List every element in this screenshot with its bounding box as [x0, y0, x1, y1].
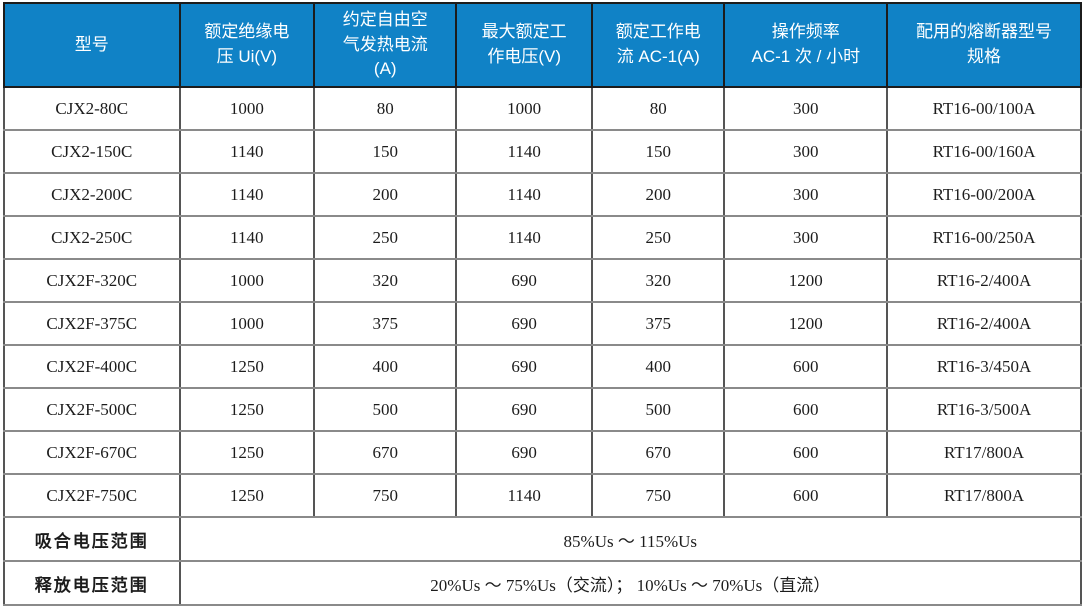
cell-model: CJX2F-375C — [3, 301, 181, 346]
table-cell: 375 — [313, 301, 458, 346]
table-cell: 1200 — [723, 301, 889, 346]
table-cell: 1200 — [723, 258, 889, 303]
cell-model: CJX2-200C — [3, 172, 181, 217]
table-cell: 320 — [313, 258, 458, 303]
table-cell: 80 — [313, 86, 458, 131]
table-cell: RT16-00/200A — [886, 172, 1082, 217]
table-cell: 1000 — [178, 258, 316, 303]
table-cell: 600 — [723, 430, 889, 475]
table-cell: 1000 — [455, 86, 594, 131]
table-cell: 250 — [591, 215, 726, 260]
table-row: CJX2F-750C 1250 750 1140 750 600 RT17/80… — [3, 473, 1082, 518]
table-cell: 690 — [455, 301, 594, 346]
table-cell: 300 — [723, 215, 889, 260]
table-cell: 670 — [591, 430, 726, 475]
table-cell: 1140 — [178, 172, 316, 217]
table-cell: 750 — [313, 473, 458, 518]
table-cell: RT16-3/450A — [886, 344, 1082, 389]
cell-model: CJX2F-750C — [3, 473, 181, 518]
table-cell: 1140 — [455, 473, 594, 518]
cell-model: CJX2-80C — [3, 86, 181, 131]
table-cell: 1140 — [455, 129, 594, 174]
pickup-voltage-range-label: 吸合电压范围 — [3, 516, 181, 562]
table-row: CJX2F-320C 1000 320 690 320 1200 RT16-2/… — [3, 258, 1082, 303]
table-cell: 320 — [591, 258, 726, 303]
table-cell: 600 — [723, 473, 889, 518]
contactor-spec-table: 型号 额定绝缘电 压 Ui(V) 约定自由空 气发热电流 (A) 最大额定工 作… — [3, 2, 1083, 606]
table-row: CJX2-150C 1140 150 1140 150 300 RT16-00/… — [3, 129, 1082, 174]
table-row: CJX2-250C 1140 250 1140 250 300 RT16-00/… — [3, 215, 1082, 260]
table-cell: RT16-2/400A — [886, 301, 1082, 346]
column-header-model: 型号 — [3, 2, 181, 88]
table-cell: 375 — [591, 301, 726, 346]
table-cell: 600 — [723, 344, 889, 389]
table-cell: RT16-00/250A — [886, 215, 1082, 260]
table-cell: 400 — [591, 344, 726, 389]
table-cell: 1000 — [178, 86, 316, 131]
table-cell: 1000 — [178, 301, 316, 346]
table-cell: 500 — [591, 387, 726, 432]
table-row: CJX2F-500C 1250 500 690 500 600 RT16-3/5… — [3, 387, 1082, 432]
cell-model: CJX2F-320C — [3, 258, 181, 303]
table-row: CJX2F-400C 1250 400 690 400 600 RT16-3/4… — [3, 344, 1082, 389]
release-voltage-range-label: 释放电压范围 — [3, 560, 181, 606]
cell-model: CJX2F-400C — [3, 344, 181, 389]
table-cell: 400 — [313, 344, 458, 389]
table-cell: 150 — [591, 129, 726, 174]
table-row-release-voltage-range: 释放电压范围 20%Us ～ 75%Us（交流）； 10%Us ～ 70%Us（… — [3, 560, 1083, 606]
table-cell: 1140 — [455, 172, 594, 217]
table-cell: 750 — [591, 473, 726, 518]
cell-model: CJX2-150C — [3, 129, 181, 174]
table-cell: RT16-00/100A — [886, 86, 1082, 131]
table-cell: 690 — [455, 430, 594, 475]
table-cell: RT16-3/500A — [886, 387, 1082, 432]
column-header-fuse-spec: 配用的熔断器型号 规格 — [886, 2, 1082, 88]
table-cell: 200 — [313, 172, 458, 217]
table-cell: 1140 — [178, 215, 316, 260]
table-row-pickup-voltage-range: 吸合电压范围 85%Us ～ 115%Us — [3, 516, 1083, 562]
table-cell: 200 — [591, 172, 726, 217]
table-row: CJX2F-670C 1250 670 690 670 600 RT17/800… — [3, 430, 1082, 475]
table-cell: 1250 — [178, 387, 316, 432]
table-cell: 1140 — [178, 129, 316, 174]
pickup-voltage-range-value: 85%Us ～ 115%Us — [178, 516, 1083, 562]
table-row: CJX2-200C 1140 200 1140 200 300 RT16-00/… — [3, 172, 1082, 217]
table-cell: 250 — [313, 215, 458, 260]
table-cell: RT17/800A — [886, 430, 1082, 475]
table-cell: RT16-2/400A — [886, 258, 1082, 303]
table-cell: 500 — [313, 387, 458, 432]
table-cell: 1250 — [178, 344, 316, 389]
table-cell: 300 — [723, 129, 889, 174]
table-row: CJX2-80C 1000 80 1000 80 300 RT16-00/100… — [3, 86, 1082, 131]
table-cell: RT17/800A — [886, 473, 1082, 518]
header-row: 型号 额定绝缘电 压 Ui(V) 约定自由空 气发热电流 (A) 最大额定工 作… — [3, 2, 1082, 88]
release-voltage-range-value: 20%Us ～ 75%Us（交流）； 10%Us ～ 70%Us（直流） — [178, 560, 1083, 606]
table-cell: 1250 — [178, 473, 316, 518]
table-cell: 300 — [723, 86, 889, 131]
table-cell: 600 — [723, 387, 889, 432]
cell-model: CJX2-250C — [3, 215, 181, 260]
column-header-max-working-voltage: 最大额定工 作电压(V) — [455, 2, 594, 88]
table-cell: 690 — [455, 387, 594, 432]
table-cell: 670 — [313, 430, 458, 475]
table-cell: RT16-00/160A — [886, 129, 1082, 174]
table-cell: 300 — [723, 172, 889, 217]
table-body: CJX2-80C 1000 80 1000 80 300 RT16-00/100… — [3, 86, 1083, 606]
table-cell: 1250 — [178, 430, 316, 475]
column-header-operating-frequency: 操作频率 AC-1 次 / 小时 — [723, 2, 889, 88]
column-header-thermal-current: 约定自由空 气发热电流 (A) — [313, 2, 458, 88]
table-cell: 690 — [455, 258, 594, 303]
table-row: CJX2F-375C 1000 375 690 375 1200 RT16-2/… — [3, 301, 1082, 346]
table-cell: 150 — [313, 129, 458, 174]
cell-model: CJX2F-500C — [3, 387, 181, 432]
column-header-working-current: 额定工作电 流 AC-1(A) — [591, 2, 726, 88]
column-header-insulation-voltage: 额定绝缘电 压 Ui(V) — [178, 2, 316, 88]
cell-model: CJX2F-670C — [3, 430, 181, 475]
table-header: 型号 额定绝缘电 压 Ui(V) 约定自由空 气发热电流 (A) 最大额定工 作… — [3, 2, 1082, 88]
table-cell: 690 — [455, 344, 594, 389]
spec-table-container: 型号 额定绝缘电 压 Ui(V) 约定自由空 气发热电流 (A) 最大额定工 作… — [3, 2, 1083, 606]
table-cell: 80 — [591, 86, 726, 131]
table-cell: 1140 — [455, 215, 594, 260]
